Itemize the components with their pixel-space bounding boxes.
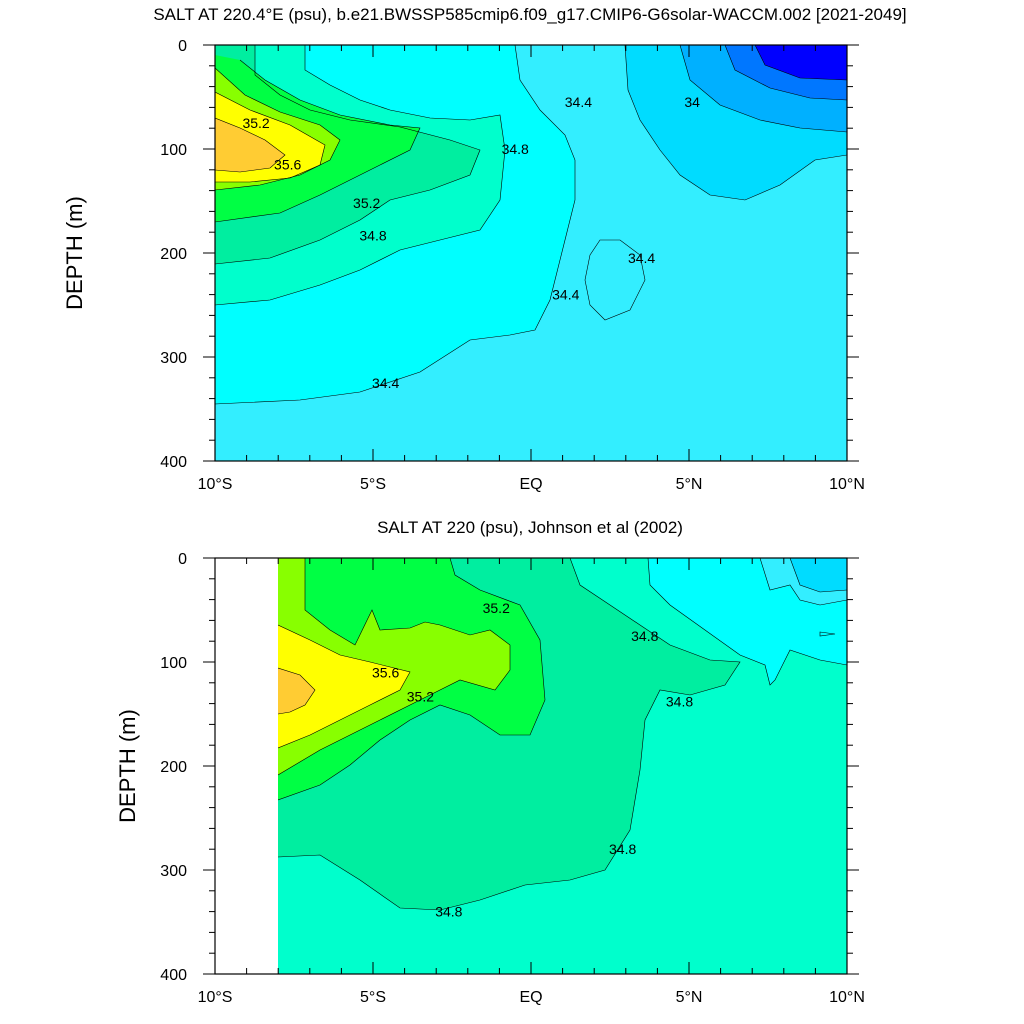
y-tick-label: 400 bbox=[160, 967, 187, 984]
contour-label: 34.8 bbox=[609, 841, 636, 857]
contour-label: 35.2 bbox=[483, 600, 510, 616]
bottom-band-34-2 bbox=[790, 558, 847, 592]
bottom-axis-ticks: 10°S 5°S EQ 5°N 10°N 0 100 200 300 400 bbox=[160, 551, 865, 1006]
top-contour-fill bbox=[215, 45, 847, 461]
bottom-band-35-6 bbox=[278, 625, 410, 748]
x-tick-label: 10°S bbox=[198, 989, 233, 1006]
contour-label: 34.4 bbox=[628, 250, 655, 266]
bottom-contour-fill bbox=[278, 558, 847, 974]
y-tick-label: 200 bbox=[160, 246, 187, 263]
y-tick-label: 100 bbox=[160, 142, 187, 159]
x-tick-label: EQ bbox=[519, 476, 542, 493]
bottom-chart-title: SALT AT 220 (psu), Johnson et al (2002) bbox=[377, 518, 683, 537]
y-tick-label: 300 bbox=[160, 863, 187, 880]
bottom-band-35-8 bbox=[278, 668, 315, 714]
contour-label: 35.6 bbox=[274, 157, 301, 173]
top-contour-labels: 35.2 35.6 35.2 34.8 34.8 34.4 34 34.4 34.4 34.4 bbox=[242, 94, 700, 391]
y-tick-label: 300 bbox=[160, 350, 187, 367]
top-contour-lines bbox=[215, 45, 847, 405]
top-axis-ticks: 10°S 5°S EQ 5°N 10°N 0 100 200 300 400 bbox=[160, 38, 865, 493]
top-band-34-6-pocket bbox=[585, 240, 645, 320]
bottom-panel: SALT AT 220 (psu), Johnson et al (2002) bbox=[115, 518, 865, 1006]
y-tick-label: 400 bbox=[160, 454, 187, 471]
contour-label: 35.2 bbox=[407, 688, 434, 704]
top-chart-title: SALT AT 220.4°E (psu), b.e21.BWSSP585cmi… bbox=[153, 5, 906, 24]
top-panel: SALT AT 220.4°E (psu), b.e21.BWSSP585cmi… bbox=[62, 5, 907, 493]
top-band-33-8 bbox=[755, 45, 847, 80]
x-tick-label: 5°N bbox=[676, 989, 703, 1006]
contour-label: 35.6 bbox=[372, 664, 399, 680]
contour-label: 34.8 bbox=[631, 628, 658, 644]
contour-label: 34.8 bbox=[359, 227, 386, 243]
contour-label: 34.4 bbox=[372, 375, 399, 391]
y-tick-label: 0 bbox=[178, 551, 187, 568]
x-tick-label: 5°S bbox=[360, 989, 386, 1006]
contour-label: 35.2 bbox=[242, 115, 269, 131]
contour-label: 34.4 bbox=[565, 94, 592, 110]
x-tick-label: EQ bbox=[519, 989, 542, 1006]
contour-label: 35.2 bbox=[353, 195, 380, 211]
y-tick-label: 200 bbox=[160, 759, 187, 776]
contour-label: 34.4 bbox=[552, 287, 579, 303]
x-tick-label: 10°N bbox=[829, 476, 865, 493]
x-tick-label: 10°N bbox=[829, 989, 865, 1006]
top-band-35-8 bbox=[215, 118, 285, 172]
contour-label: 34 bbox=[684, 94, 700, 110]
bottom-y-axis-label: DEPTH (m) bbox=[115, 709, 140, 823]
y-tick-label: 100 bbox=[160, 655, 187, 672]
x-tick-label: 10°S bbox=[198, 476, 233, 493]
bottom-contour-lines bbox=[278, 558, 847, 911]
contour-label: 34.8 bbox=[435, 904, 462, 920]
contour-label: 34.8 bbox=[666, 694, 693, 710]
x-tick-label: 5°N bbox=[676, 476, 703, 493]
y-tick-label: 0 bbox=[178, 38, 187, 55]
x-tick-label: 5°S bbox=[360, 476, 386, 493]
top-y-axis-label: DEPTH (m) bbox=[62, 196, 87, 310]
bottom-contour-labels: 35.2 35.6 35.2 34.8 34.8 34.8 34.8 bbox=[372, 600, 693, 920]
contour-label: 34.8 bbox=[502, 141, 529, 157]
